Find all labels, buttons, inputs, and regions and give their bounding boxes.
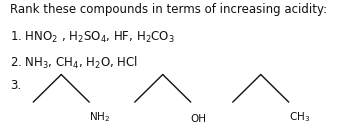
Text: CH$_3$: CH$_3$ — [289, 110, 310, 124]
Text: Rank these compounds in terms of increasing acidity:: Rank these compounds in terms of increas… — [10, 3, 328, 16]
Text: 2. NH$_3$, CH$_4$, H$_2$O, HCl: 2. NH$_3$, CH$_4$, H$_2$O, HCl — [10, 55, 139, 71]
Text: OH: OH — [191, 114, 207, 124]
Text: 1. HNO$_2$ , H$_2$SO$_4$, HF, H$_2$CO$_3$: 1. HNO$_2$ , H$_2$SO$_4$, HF, H$_2$CO$_3… — [10, 30, 175, 45]
Text: NH$_2$: NH$_2$ — [89, 110, 110, 124]
Text: 3.: 3. — [10, 79, 22, 92]
